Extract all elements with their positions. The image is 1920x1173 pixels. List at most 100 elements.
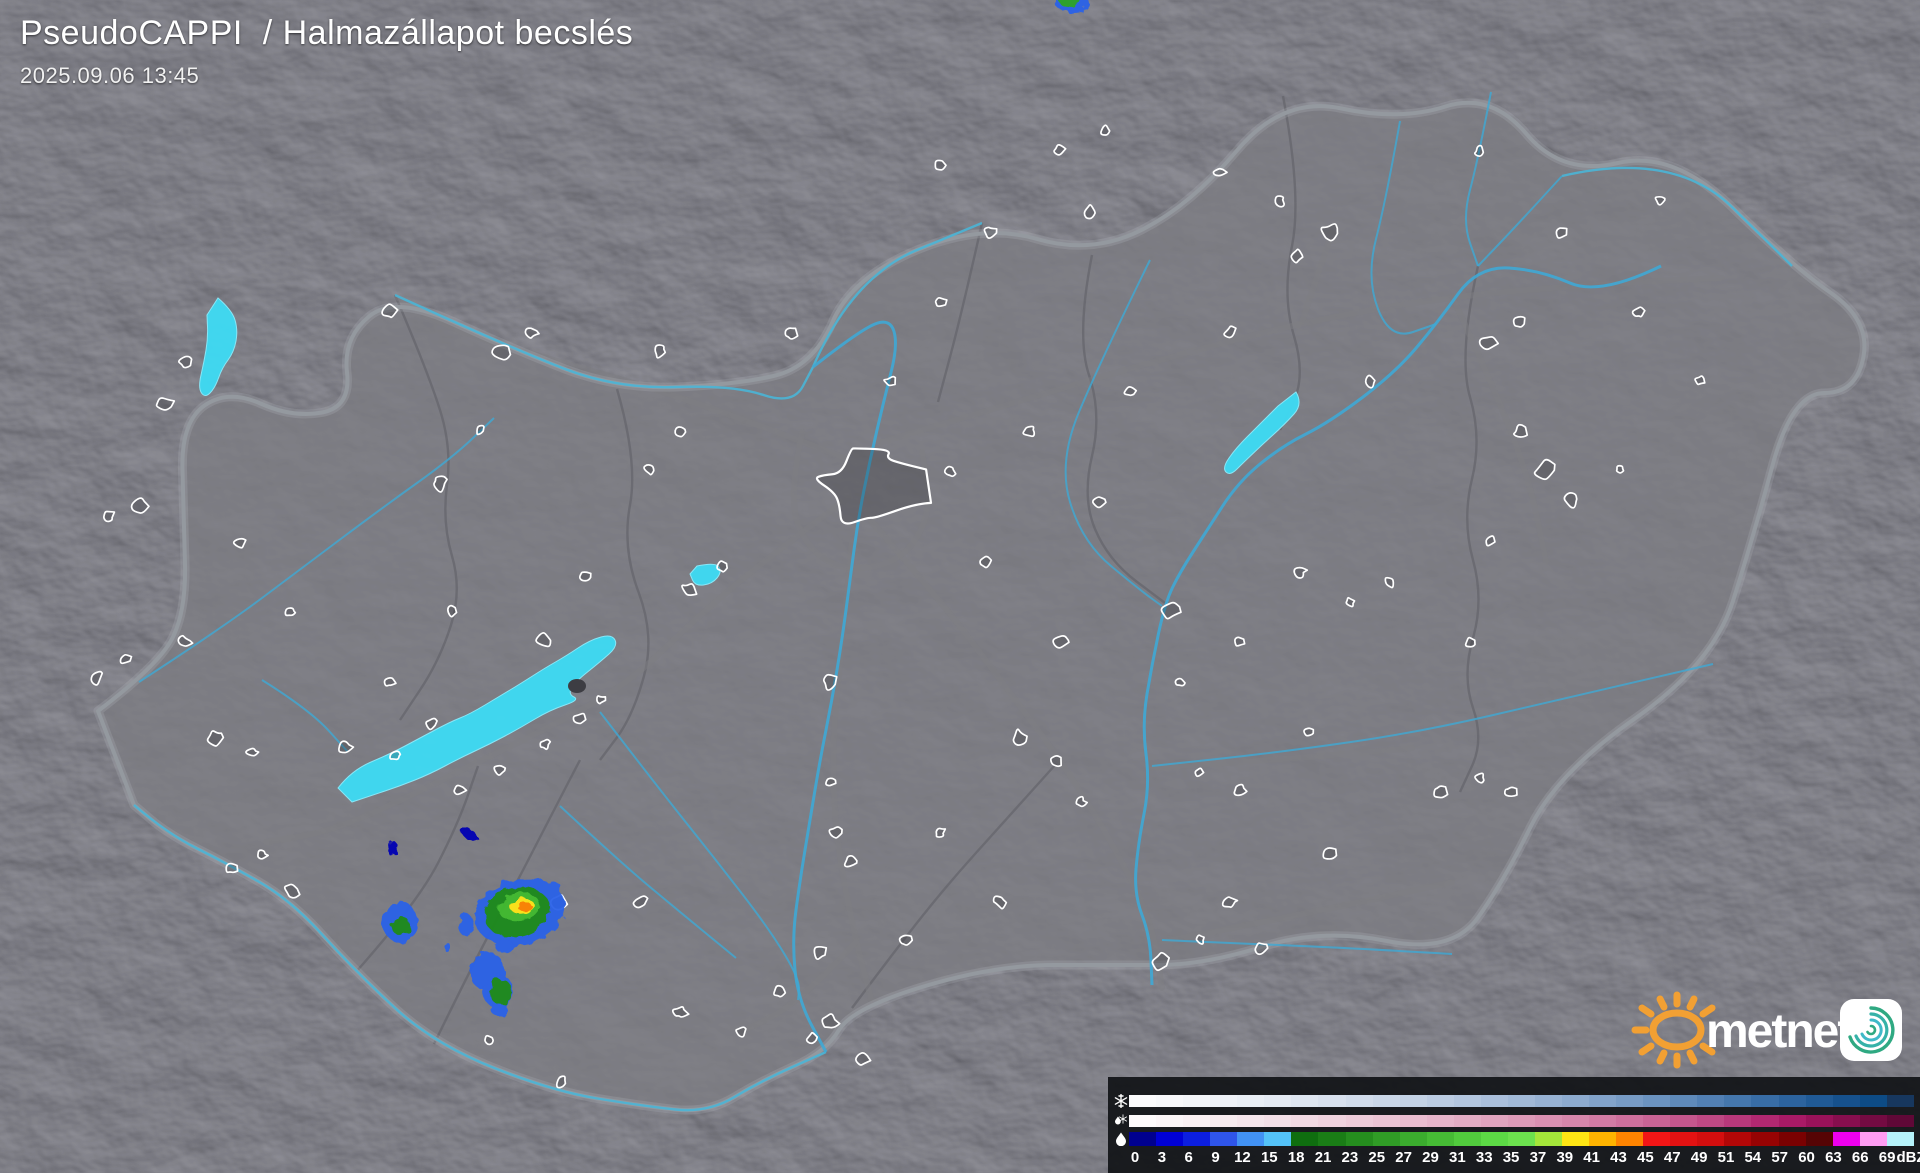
legend-segment	[1751, 1095, 1779, 1107]
legend-segment	[1291, 1095, 1319, 1107]
legend-segment	[1210, 1132, 1238, 1146]
legend-segment	[1886, 1115, 1914, 1127]
radar-echoes	[382, 0, 1089, 1016]
legend-segment	[1426, 1095, 1454, 1107]
legend-segment	[1156, 1095, 1184, 1107]
legend-segment	[1724, 1132, 1752, 1146]
legend-segment	[1291, 1115, 1319, 1127]
legend-tick: 51	[1717, 1149, 1735, 1166]
legend-row-sleet	[1112, 1114, 1914, 1128]
legend-segment	[1886, 1095, 1914, 1107]
legend-segment	[1832, 1095, 1860, 1107]
legend-segment	[1237, 1115, 1265, 1127]
legend-segment	[1183, 1132, 1211, 1146]
snowflake-icon	[1112, 1094, 1129, 1108]
legend-segment	[1480, 1115, 1508, 1127]
legend-segment	[1778, 1115, 1806, 1127]
legend-tick: 39	[1556, 1149, 1574, 1166]
legend-segment	[1616, 1115, 1644, 1127]
legend-tick: 33	[1475, 1149, 1493, 1166]
legend-segment	[1318, 1095, 1346, 1107]
legend-segment	[1237, 1132, 1265, 1146]
legend-segment	[1534, 1115, 1562, 1127]
legend-segment	[1616, 1132, 1644, 1146]
legend-segment	[1264, 1095, 1292, 1107]
legend-segment	[1859, 1095, 1887, 1107]
legend-segment	[1345, 1095, 1373, 1107]
legend-segment	[1751, 1115, 1779, 1127]
legend-tick: 60	[1798, 1149, 1815, 1166]
legend-segment	[1345, 1115, 1373, 1127]
sleet-colorbar	[1129, 1115, 1914, 1127]
legend-row-snow	[1112, 1094, 1914, 1108]
legend-segment	[1616, 1095, 1644, 1107]
legend-segment	[1453, 1115, 1481, 1127]
legend-row-rain	[1112, 1132, 1914, 1146]
lakes	[199, 297, 1300, 803]
legend-segment	[1399, 1115, 1427, 1127]
legend-tick: 0	[1130, 1149, 1140, 1166]
dbz-legend: 0 3 6 9 12 15 18 21 23 25 27 29 31 33 35 37 39 41 43 45 47 49…	[1108, 1077, 1920, 1173]
legend-tick: 63	[1825, 1149, 1842, 1166]
legend-segment	[1237, 1095, 1265, 1107]
raindrop-icon	[1112, 1132, 1129, 1146]
legend-tick: 69	[1878, 1149, 1896, 1166]
country-border	[93, 98, 1869, 1115]
legend-tick: 27	[1395, 1149, 1412, 1166]
logo-text: metnet	[1706, 1005, 1853, 1058]
legend-tick: 21	[1314, 1149, 1332, 1166]
legend-segment	[1751, 1132, 1779, 1146]
legend-tick: 41	[1583, 1149, 1600, 1166]
legend-segment	[1724, 1095, 1752, 1107]
legend-tick: 23	[1341, 1149, 1359, 1166]
legend-segment	[1670, 1095, 1698, 1107]
legend-segment	[1589, 1132, 1617, 1146]
legend-segment	[1507, 1095, 1535, 1107]
legend-segment	[1426, 1132, 1454, 1146]
legend-segment	[1562, 1132, 1590, 1146]
rivers	[138, 91, 1714, 1053]
legend-tick: 3	[1157, 1149, 1167, 1166]
legend-segment	[1562, 1095, 1590, 1107]
legend-segment	[1643, 1095, 1671, 1107]
legend-segment	[1832, 1115, 1860, 1127]
legend-segment	[1643, 1132, 1671, 1146]
legend-tick: 57	[1771, 1149, 1789, 1166]
rain-colorbar	[1129, 1132, 1914, 1146]
legend-segment	[1291, 1132, 1319, 1146]
page-title: PseudoCAPPI / Halmazállapot becslés	[20, 14, 634, 52]
legend-segment	[1318, 1132, 1346, 1146]
legend-tick: 29	[1422, 1149, 1439, 1166]
legend-segment	[1399, 1095, 1427, 1107]
legend-segment	[1372, 1115, 1400, 1127]
legend-segment	[1372, 1095, 1400, 1107]
legend-segment	[1264, 1132, 1292, 1146]
legend-segment	[1129, 1095, 1157, 1107]
legend-segment	[1778, 1132, 1806, 1146]
legend-segment	[1156, 1132, 1184, 1146]
legend-tick: 9	[1211, 1149, 1220, 1166]
legend-tick: 25	[1368, 1149, 1386, 1166]
legend-segment	[1670, 1132, 1698, 1146]
legend-tick: 6	[1184, 1149, 1193, 1166]
sun-icon	[1631, 991, 1716, 1069]
legend-segment	[1805, 1095, 1833, 1107]
legend-tick: 12	[1234, 1149, 1251, 1166]
legend-segment	[1453, 1095, 1481, 1107]
legend-segment	[1507, 1115, 1535, 1127]
legend-tick: 37	[1529, 1149, 1547, 1166]
legend-segment	[1534, 1095, 1562, 1107]
legend-segment	[1129, 1132, 1157, 1146]
legend-tick: 45	[1637, 1149, 1654, 1166]
legend-tick: 49	[1690, 1149, 1708, 1166]
legend-segment	[1156, 1115, 1184, 1127]
legend-segment	[1345, 1132, 1373, 1146]
legend-segment	[1643, 1115, 1671, 1127]
legend-segment	[1210, 1095, 1238, 1107]
metnet-app-icon	[1840, 999, 1902, 1061]
metnet-logo: metnet	[1630, 990, 1916, 1074]
sleet-icon	[1112, 1114, 1129, 1128]
legend-segment	[1697, 1132, 1725, 1146]
legend-segment	[1562, 1115, 1590, 1127]
